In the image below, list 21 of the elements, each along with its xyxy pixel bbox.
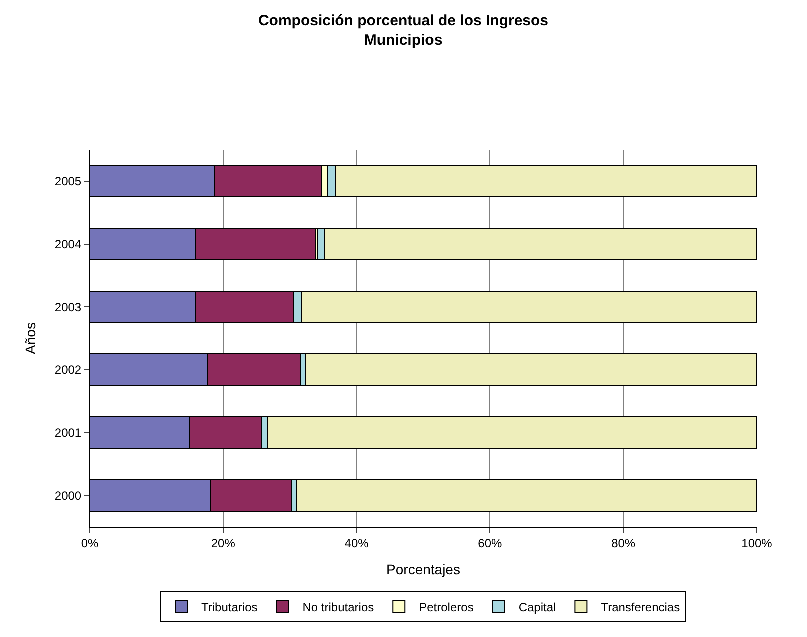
x-tick-label: 40%: [344, 536, 370, 550]
x-tick-label: 80%: [612, 536, 636, 550]
y-axis-title: Años: [22, 322, 38, 354]
x-tick-label: 20%: [211, 536, 236, 550]
y-tick-label: 2001: [54, 426, 82, 440]
x-tick-label: 100%: [742, 536, 773, 550]
legend-label: Capital: [518, 600, 556, 614]
y-tick-label: 2002: [54, 363, 82, 378]
legend-label: Petroleros: [419, 600, 474, 614]
x-tick-label: 0%: [81, 536, 99, 550]
chart-title: Composición porcentual de los Ingresos Municipios: [258, 12, 549, 49]
y-tick-label: 2000: [54, 488, 82, 503]
y-tick-label: 2004: [54, 237, 82, 252]
y-tick-label: 2003: [54, 300, 82, 314]
bar: [304, 354, 757, 386]
legend-label: No tributarios: [302, 600, 374, 614]
x-tick-label: 60%: [478, 536, 503, 550]
x-axis-title: Porcentajes: [386, 562, 460, 578]
y-tick-label: 2005: [54, 174, 82, 189]
legend-label: Tributarios: [202, 600, 258, 614]
legend-label: Transferencias: [601, 600, 680, 614]
